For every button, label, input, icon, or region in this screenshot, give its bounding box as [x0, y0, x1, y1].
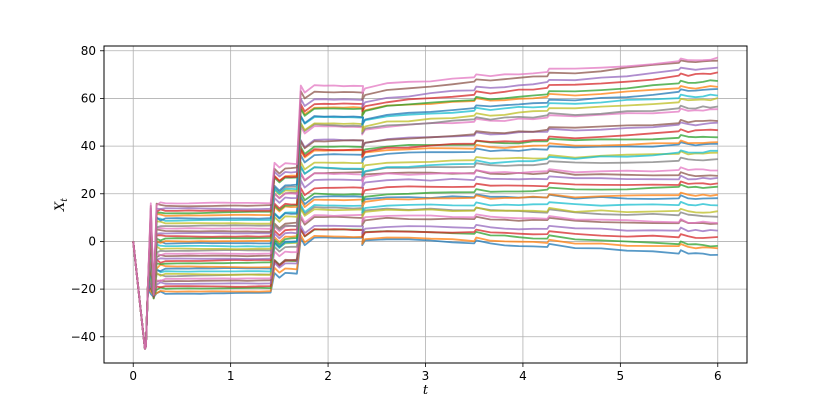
series-line — [132, 234, 718, 350]
y-axis-label: Xt — [53, 198, 70, 212]
y-axis-label-base: X — [53, 201, 68, 212]
axis-ticks: 0 1 2 3 4 5 6 −40 −20 0 20 40 60 80 — [71, 44, 722, 383]
series-line — [132, 201, 718, 350]
series-line — [132, 56, 719, 350]
series-line — [132, 128, 718, 350]
series-line — [132, 183, 718, 350]
y-tick-label: 80 — [81, 44, 96, 58]
x-tick-label: 0 — [129, 369, 137, 383]
series-line — [132, 104, 718, 350]
x-tick-label: 6 — [714, 369, 722, 383]
y-tick-label: 20 — [81, 187, 96, 201]
y-tick-label: 0 — [88, 234, 96, 248]
x-tick-label: 3 — [422, 369, 430, 383]
series-line — [132, 149, 718, 350]
x-tick-label: 2 — [324, 369, 332, 383]
x-tick-label: 1 — [227, 369, 235, 383]
series-line — [132, 79, 718, 350]
y-tick-label: −40 — [71, 330, 96, 344]
series-line — [132, 213, 718, 350]
series-line — [132, 66, 718, 350]
series-line — [132, 174, 718, 350]
y-tick-label: 60 — [81, 91, 96, 105]
series-line — [132, 134, 718, 350]
series-line — [132, 228, 718, 350]
y-tick-label: −20 — [71, 282, 96, 296]
series-line — [132, 85, 718, 350]
y-axis-label-subscript: t — [60, 198, 70, 202]
series-lines — [132, 56, 719, 350]
series-line — [132, 119, 718, 350]
x-tick-label: 5 — [617, 369, 625, 383]
series-line — [132, 71, 718, 350]
series-line — [132, 206, 718, 350]
series-line — [132, 59, 718, 350]
series-line — [132, 141, 718, 350]
series-line — [132, 180, 718, 350]
series-line — [132, 215, 718, 350]
x-tick-label: 4 — [519, 369, 527, 383]
series-line — [132, 121, 718, 350]
series-line — [132, 169, 718, 350]
series-line — [132, 88, 718, 350]
x-axis-label: t — [423, 383, 429, 398]
series-line — [132, 236, 718, 350]
y-tick-label: 40 — [81, 139, 96, 153]
series-line — [132, 97, 719, 350]
series-line — [132, 206, 718, 350]
series-line — [132, 224, 718, 350]
series-line — [132, 191, 718, 350]
series-line — [132, 166, 718, 350]
